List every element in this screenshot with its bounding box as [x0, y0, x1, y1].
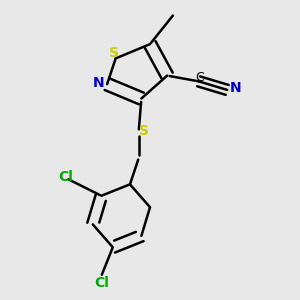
Text: N: N	[230, 81, 241, 94]
Text: N: N	[93, 76, 104, 90]
Text: Cl: Cl	[94, 276, 109, 290]
Text: C: C	[195, 71, 204, 84]
Text: S: S	[109, 46, 119, 60]
Text: S: S	[139, 124, 149, 138]
Text: Cl: Cl	[58, 170, 73, 184]
